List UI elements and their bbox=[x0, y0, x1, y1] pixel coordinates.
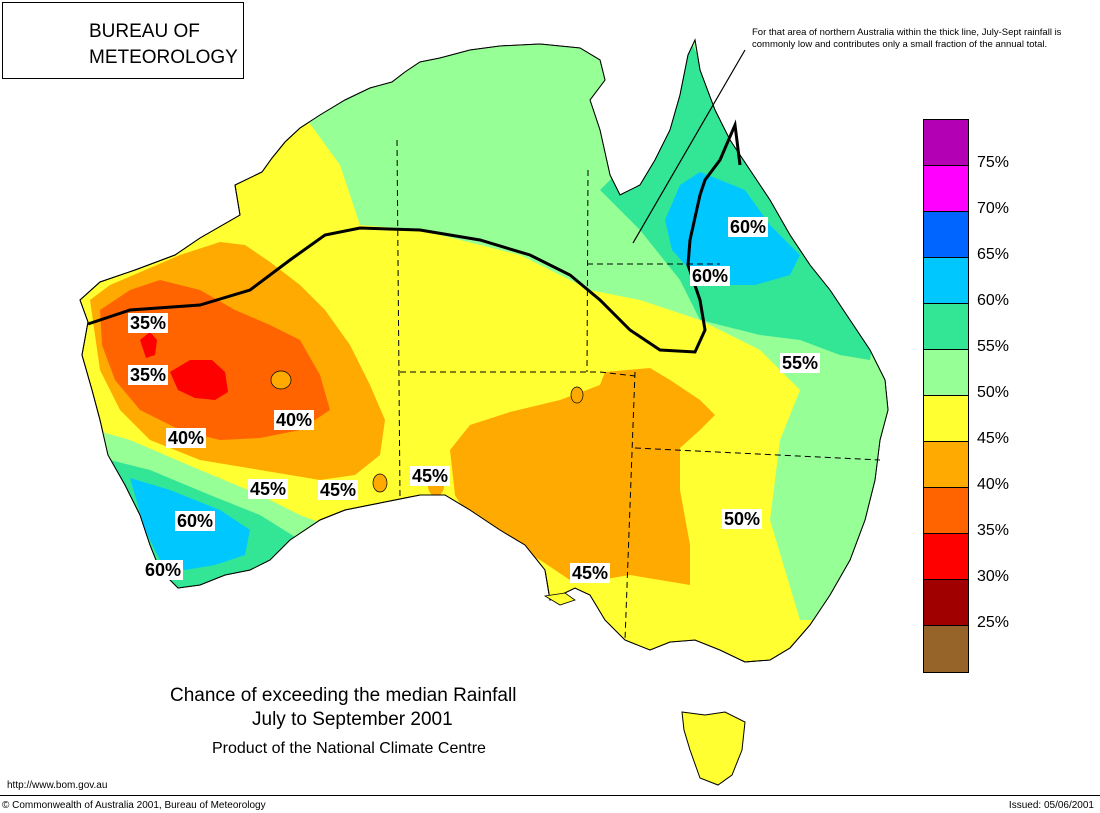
zone-label: 45% bbox=[410, 466, 451, 486]
boundary-note: For that area of northern Australia with… bbox=[752, 27, 1062, 50]
copyright-text: © Commonwealth of Australia 2001, Bureau… bbox=[2, 800, 266, 811]
legend-swatch bbox=[924, 258, 968, 304]
legend-swatch bbox=[924, 534, 968, 580]
zone-40-island-1 bbox=[372, 473, 388, 493]
zone-label: 60% bbox=[175, 511, 216, 531]
zone-label: 60% bbox=[728, 217, 769, 237]
legend-tick-label: 30% bbox=[977, 568, 1010, 585]
legend-tick-label: 40% bbox=[977, 476, 1010, 493]
kangaroo-island bbox=[543, 592, 576, 606]
zone-label: 50% bbox=[722, 509, 763, 529]
legend-swatch bbox=[924, 396, 968, 442]
zone-label: 35% bbox=[128, 313, 169, 333]
zone-30-wa-small bbox=[140, 332, 157, 358]
issued-date: Issued: 05/06/2001 bbox=[1008, 800, 1094, 811]
legend-tick-label: 60% bbox=[977, 292, 1010, 309]
zone-label: 55% bbox=[780, 353, 821, 373]
zone-label: 60% bbox=[690, 266, 731, 286]
zone-label: 35% bbox=[128, 365, 169, 385]
legend-swatch bbox=[924, 166, 968, 212]
legend-tick-label: 45% bbox=[977, 430, 1010, 447]
map-product: Product of the National Climate Centre bbox=[212, 740, 486, 757]
legend-swatch bbox=[924, 120, 968, 166]
legend-colorbar bbox=[923, 119, 969, 673]
mainland-outline bbox=[79, 38, 889, 663]
zone-label: 45% bbox=[318, 480, 359, 500]
map-title: Chance of exceeding the median Rainfall bbox=[170, 685, 517, 706]
legend-swatch bbox=[924, 304, 968, 350]
zone-label: 60% bbox=[143, 560, 184, 580]
organisation-name-line2: METEOROLOGY bbox=[89, 47, 238, 68]
zone-label: 40% bbox=[166, 428, 207, 448]
legend-swatch bbox=[924, 350, 968, 396]
zone-label: 45% bbox=[570, 563, 611, 583]
legend-tick-label: 50% bbox=[977, 384, 1010, 401]
legend-tick-label: 75% bbox=[977, 154, 1010, 171]
zone-35-island bbox=[270, 370, 292, 390]
legend-swatch bbox=[924, 212, 968, 258]
legend-tick-label: 70% bbox=[977, 200, 1010, 217]
note-pointer-line bbox=[632, 49, 746, 244]
legend-swatch bbox=[924, 580, 968, 626]
legend-tick-label: 65% bbox=[977, 246, 1010, 263]
legend-swatch bbox=[924, 442, 968, 488]
website-link[interactable]: http://www.bom.gov.au bbox=[7, 780, 108, 791]
zone-label: 45% bbox=[248, 479, 289, 499]
zone-40-island-2 bbox=[570, 386, 584, 404]
legend-swatch bbox=[924, 626, 968, 672]
zone-40-sa bbox=[450, 368, 715, 585]
legend-swatch bbox=[924, 488, 968, 534]
legend-tick-label: 55% bbox=[977, 338, 1010, 355]
low-rainfall-boundary-line bbox=[87, 119, 742, 354]
map-period: July to September 2001 bbox=[252, 709, 453, 730]
zone-30-wa-core bbox=[170, 360, 228, 400]
legend-tick-label: 35% bbox=[977, 522, 1010, 539]
tasmania bbox=[681, 711, 746, 786]
organisation-name: BUREAU OF METEOROLOGY bbox=[89, 19, 238, 71]
state-borders bbox=[396, 139, 881, 641]
organisation-name-line1: BUREAU OF bbox=[89, 21, 200, 42]
legend-tick-label: 25% bbox=[977, 614, 1010, 631]
zone-label: 40% bbox=[274, 410, 315, 430]
footer-divider bbox=[0, 795, 1100, 796]
logo-box: BUREAU OF METEOROLOGY bbox=[2, 2, 244, 79]
